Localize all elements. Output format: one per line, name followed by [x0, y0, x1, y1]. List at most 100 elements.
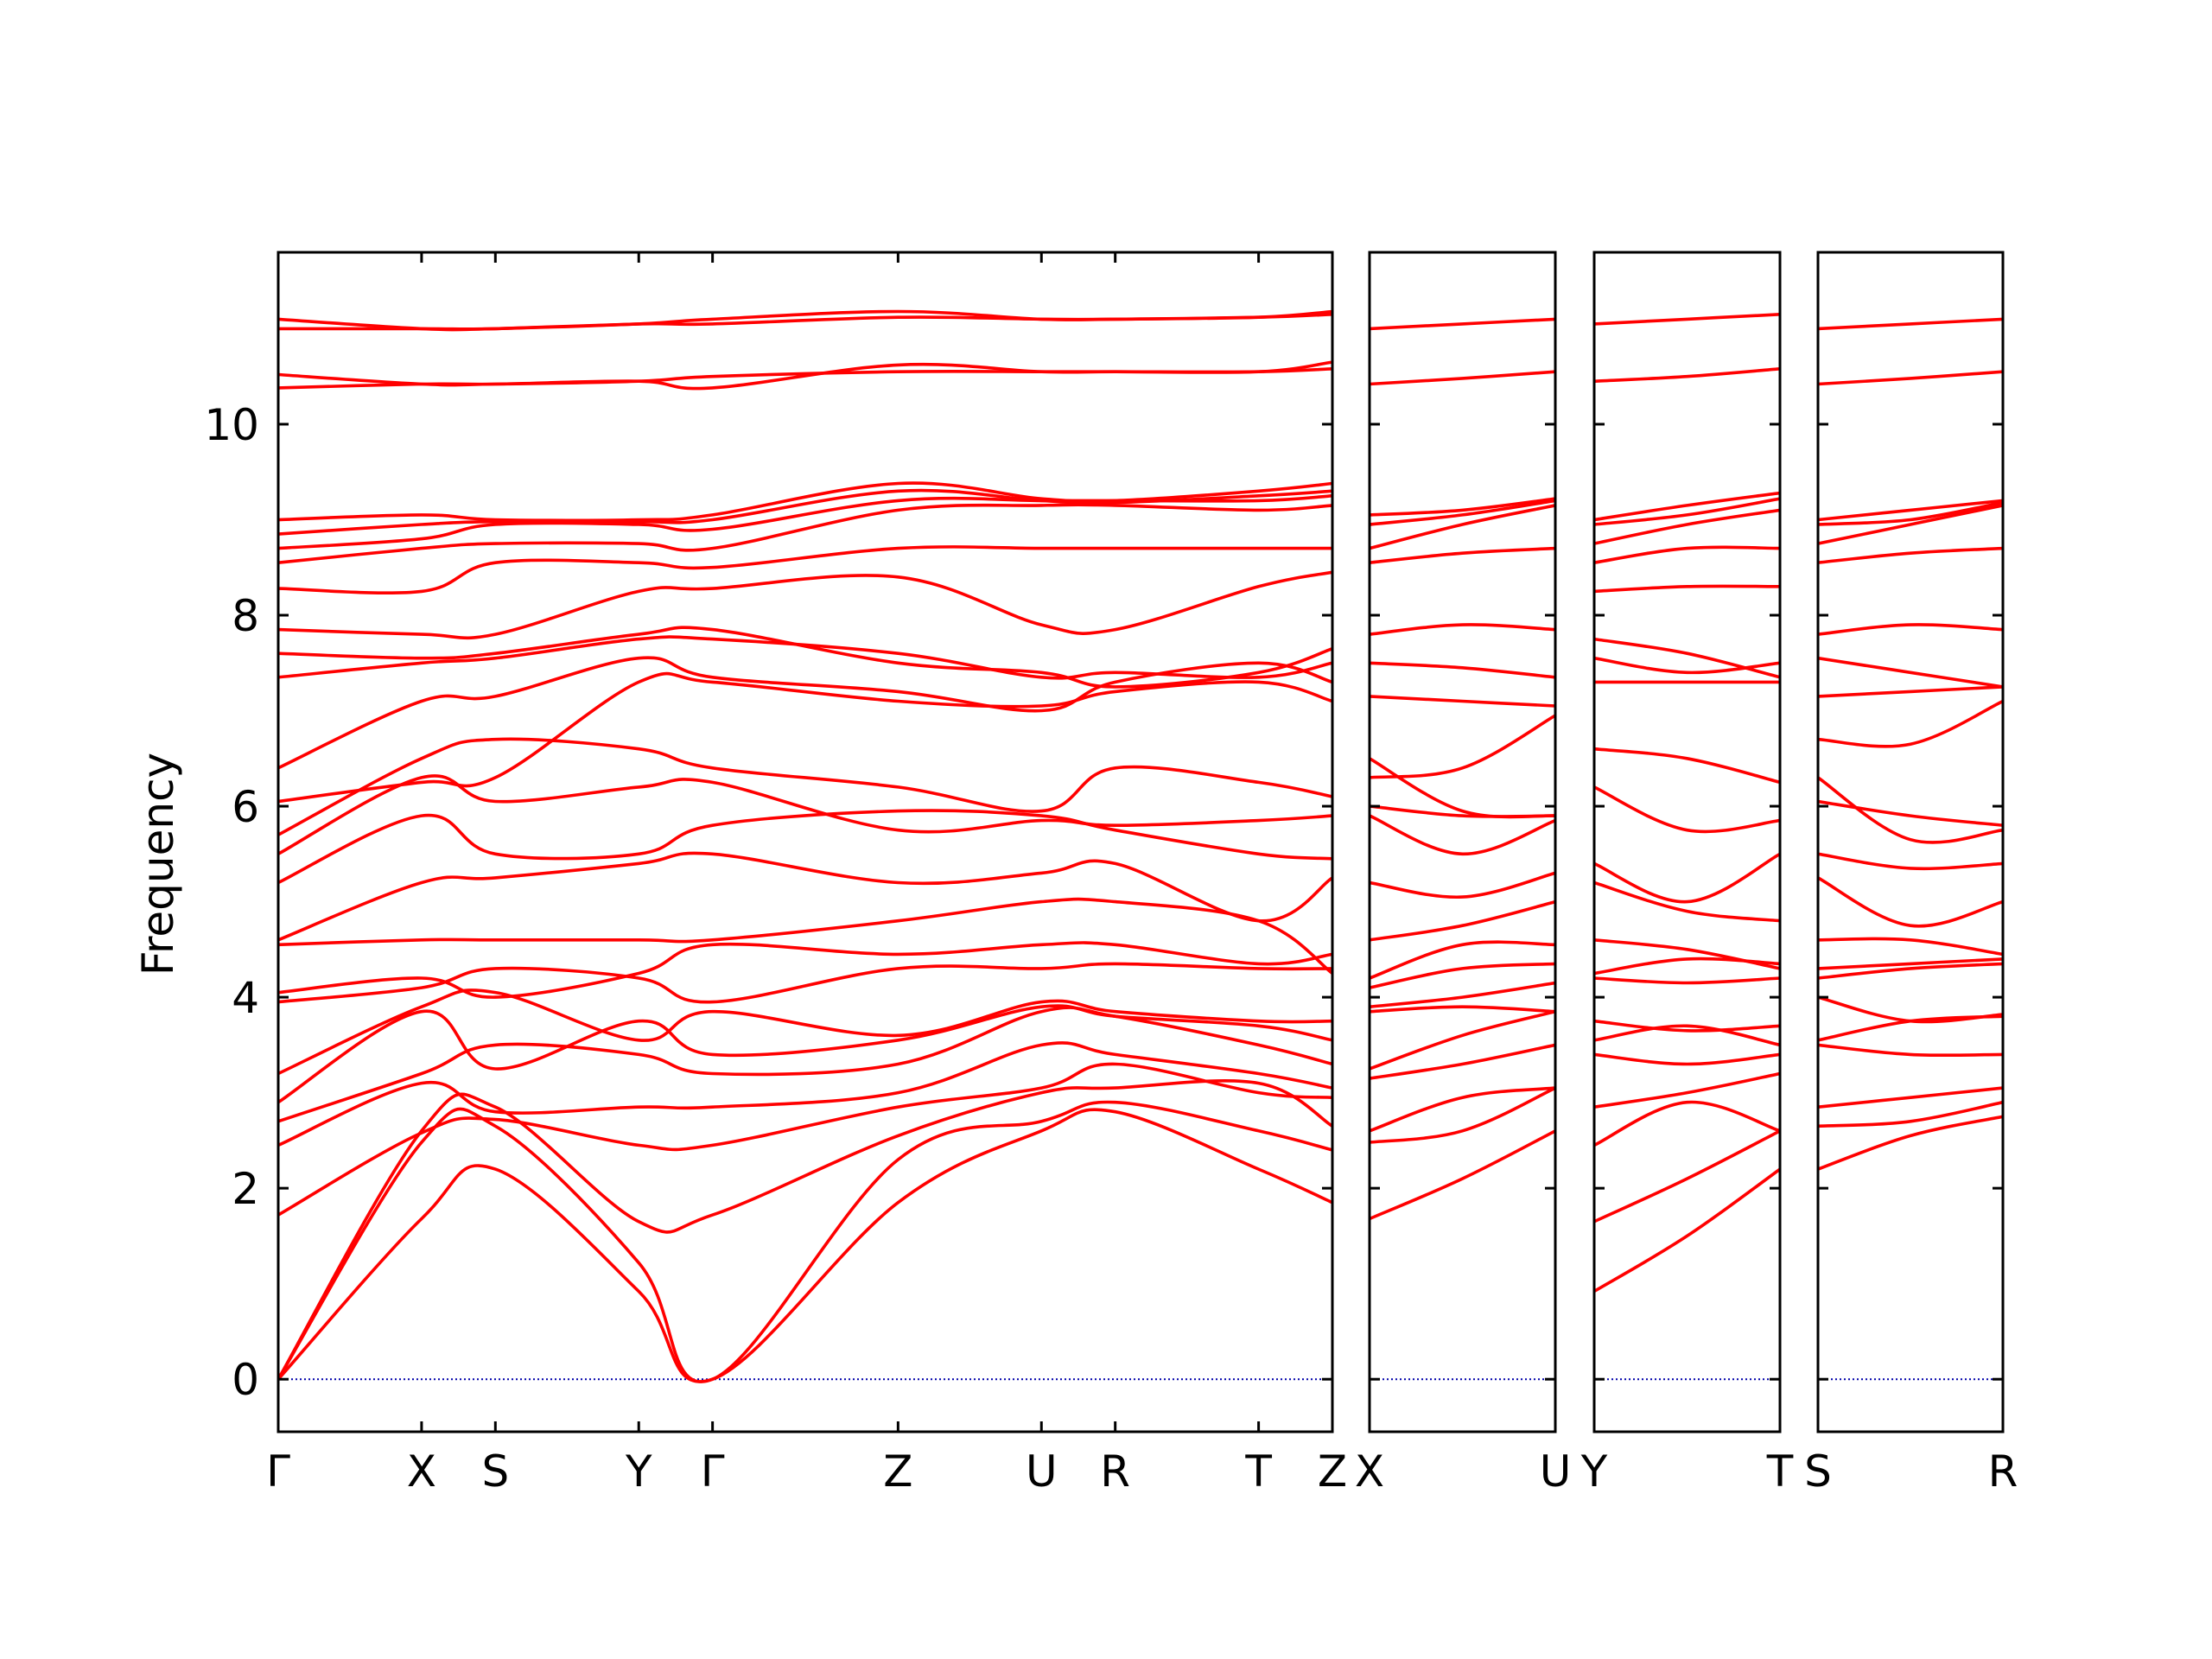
band-line-2 [278, 1100, 1332, 1383]
band-line-2 [1594, 1129, 1780, 1224]
band-line-8 [278, 988, 1332, 1076]
y-tick-label: 10 [204, 400, 259, 450]
band-line-12 [278, 851, 1332, 942]
y-tick-label: 4 [232, 973, 259, 1023]
band-line-11 [1818, 852, 2003, 871]
band-line-18 [1370, 623, 1555, 636]
x-tick-label: T [1244, 1446, 1272, 1497]
bands-group [1818, 317, 2003, 1171]
x-tick-label: Γ [266, 1446, 290, 1497]
band-line-7 [1370, 981, 1555, 1008]
band-line-11 [278, 897, 1332, 976]
band-line-6 [1818, 995, 2003, 1024]
band-line-21 [1818, 499, 2003, 522]
band-line-4 [1818, 1043, 2003, 1058]
x-tick-label: Γ [701, 1446, 725, 1497]
band-line-5 [1370, 1009, 1555, 1071]
y-tick-label: 6 [232, 782, 259, 832]
y-tick-label: 0 [232, 1355, 259, 1405]
bands-group [278, 309, 1332, 1383]
band-line-19 [1594, 545, 1780, 564]
band-line-18 [1594, 584, 1780, 594]
bands-group [1594, 313, 1780, 1294]
y-tick-label: 8 [232, 591, 259, 641]
band-line-15 [1818, 685, 2003, 698]
band-line-1 [1594, 1167, 1780, 1294]
band-line-10 [1370, 899, 1555, 942]
band-line-10 [1594, 938, 1780, 970]
band-line-12 [1818, 799, 2003, 827]
band-line-21 [1594, 497, 1780, 526]
band-line-16 [278, 671, 1332, 804]
x-tick-label: U [1540, 1446, 1572, 1497]
band-line-4 [278, 1062, 1332, 1217]
x-tick-label: S [481, 1446, 509, 1497]
band-line-17 [1370, 661, 1555, 679]
band-line-2 [1370, 1086, 1555, 1144]
band-line-13 [278, 809, 1332, 885]
band-line-24 [1370, 317, 1555, 331]
band-line-16 [1370, 695, 1555, 708]
band-line-15 [1370, 757, 1555, 819]
band-line-12 [1594, 852, 1780, 904]
x-tick-label: Y [1580, 1446, 1608, 1497]
band-line-9 [1594, 957, 1780, 976]
panel-frame [276, 251, 1334, 1433]
band-line-9 [278, 962, 1332, 1004]
band-line-15 [278, 737, 1332, 836]
band-line-7 [278, 1004, 1332, 1104]
band-line-20 [1370, 504, 1555, 550]
band-line-13 [1818, 776, 2003, 844]
band-line-7 [1818, 962, 2003, 980]
band-line-1 [1370, 1129, 1555, 1221]
band-line-22 [1818, 370, 2003, 386]
band-line-25 [278, 481, 1332, 523]
band-line-22 [278, 503, 1332, 564]
band-line-21 [1370, 499, 1555, 526]
band-line-3 [1818, 1086, 2003, 1109]
x-tick-label: Z [1318, 1446, 1347, 1497]
band-line-6 [1594, 1024, 1780, 1047]
band-line-11 [1594, 880, 1780, 923]
band-line-14 [278, 774, 1332, 856]
band-line-20 [1818, 500, 2003, 526]
band-line-12 [1370, 814, 1555, 856]
x-tick-label: S [1804, 1446, 1832, 1497]
band-line-1 [1818, 1115, 2003, 1171]
band-line-9 [1370, 940, 1555, 980]
band-line-8 [1370, 962, 1555, 989]
band-line-14 [1818, 699, 2003, 748]
band-line-11 [1370, 871, 1555, 899]
band-line-20 [278, 570, 1332, 640]
band-line-28 [278, 313, 1332, 331]
band-line-19 [1370, 546, 1555, 564]
band-line-19 [1818, 504, 2003, 545]
band-line-14 [1370, 714, 1555, 779]
band-line-21 [278, 545, 1332, 594]
panel-frame [1816, 251, 2005, 1433]
band-line-27 [278, 360, 1332, 391]
band-line-23 [1370, 370, 1555, 386]
x-tick-label: R [1988, 1446, 2018, 1497]
x-tick-label: Z [883, 1446, 912, 1497]
band-line-5 [1594, 1052, 1780, 1066]
band-line-4 [1370, 1043, 1555, 1080]
band-line-17 [1818, 623, 2003, 636]
band-line-6 [1370, 1005, 1555, 1014]
band-line-3 [278, 1079, 1332, 1381]
band-line-22 [1370, 497, 1555, 517]
band-line-24 [1594, 313, 1780, 326]
band-line-16 [1594, 656, 1780, 675]
band-line-7 [1594, 1019, 1780, 1033]
band-line-24 [278, 488, 1332, 536]
band-line-5 [278, 1041, 1332, 1147]
x-tick-label: Y [625, 1446, 652, 1497]
band-line-10 [278, 941, 1332, 999]
band-line-19 [278, 626, 1332, 689]
